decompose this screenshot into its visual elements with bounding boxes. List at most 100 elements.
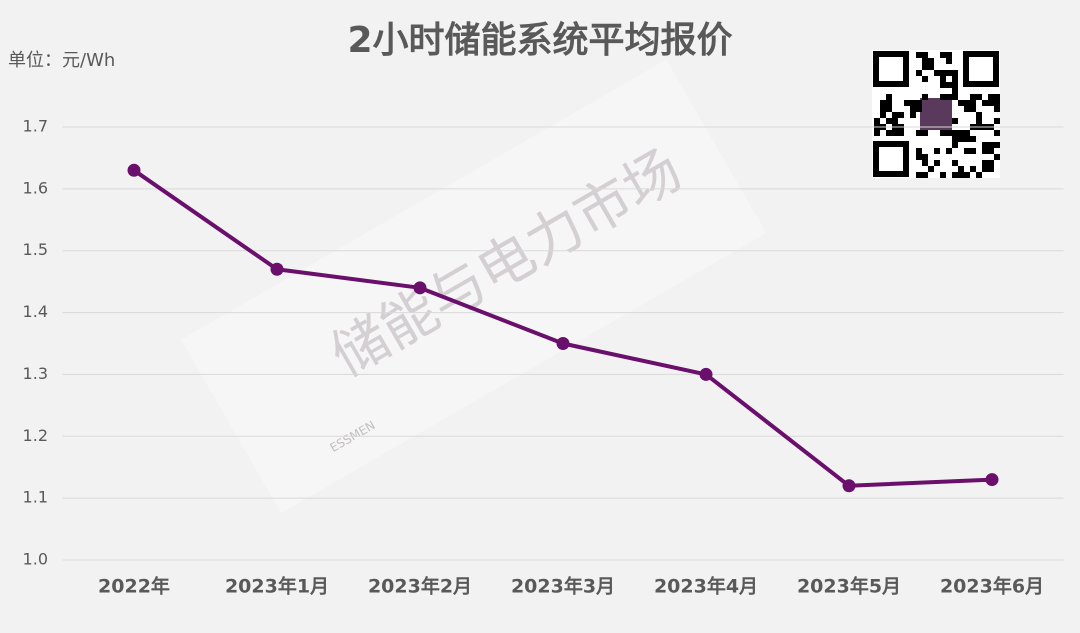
x-tick-label: 2023年5月 <box>797 575 901 598</box>
qr-module <box>988 142 994 148</box>
qr-module <box>994 154 1000 160</box>
qr-module <box>952 76 958 82</box>
qr-module <box>910 106 916 112</box>
qr-module <box>946 130 952 136</box>
qr-module <box>958 166 964 172</box>
qr-module <box>916 100 922 106</box>
qr-module <box>952 118 958 124</box>
qr-module <box>940 82 946 88</box>
qr-module <box>922 76 928 82</box>
qr-module <box>886 130 892 136</box>
qr-module <box>988 166 994 172</box>
qr-module <box>970 100 976 106</box>
qr-module <box>994 106 1000 112</box>
y-axis-label: 单位：元/Wh <box>8 50 115 71</box>
qr-module <box>958 130 964 136</box>
qr-module <box>916 106 922 112</box>
qr-module <box>952 94 958 100</box>
qr-module <box>898 130 904 136</box>
x-tick-label: 2023年4月 <box>654 575 758 598</box>
qr-module <box>988 160 994 166</box>
qr-module <box>994 100 1000 106</box>
qr-module <box>982 100 988 106</box>
qr-module <box>898 112 904 118</box>
qr-module <box>940 52 946 58</box>
qr-module <box>970 166 976 172</box>
data-point <box>413 281 427 295</box>
data-point <box>270 262 284 276</box>
qr-module <box>994 142 1000 148</box>
qr-module <box>970 106 976 112</box>
qr-module <box>952 130 958 136</box>
qr-module <box>886 100 892 106</box>
qr-module <box>874 130 880 136</box>
qr-module <box>976 112 982 118</box>
qr-module <box>934 70 940 76</box>
qr-module <box>952 82 958 88</box>
qr-module <box>982 160 988 166</box>
qr-module <box>964 172 970 178</box>
y-tick-label: 1.7 <box>23 117 48 136</box>
qr-module <box>958 136 964 142</box>
qr-module <box>910 100 916 106</box>
qr-finder <box>873 51 909 87</box>
qr-module <box>928 64 934 70</box>
qr-module <box>982 148 988 154</box>
qr-module <box>964 136 970 142</box>
qr-module <box>886 106 892 112</box>
qr-module <box>946 70 952 76</box>
chart-title: 2小时储能系统平均报价 <box>347 20 732 61</box>
qr-module <box>994 94 1000 100</box>
data-point <box>699 367 713 381</box>
qr-module <box>940 70 946 76</box>
y-tick-label: 1.3 <box>23 364 48 383</box>
qr-module <box>958 172 964 178</box>
qr-module <box>928 58 934 64</box>
qr-module <box>988 148 994 154</box>
watermark-group: 储能与电力市场 ESSMEN <box>181 59 767 513</box>
x-tick-label: 2023年6月 <box>940 575 1044 598</box>
qr-module <box>892 112 898 118</box>
qr-module <box>970 148 976 154</box>
y-tick-label: 1.6 <box>23 178 48 197</box>
y-tick-label: 1.0 <box>23 550 48 569</box>
data-point <box>985 473 999 487</box>
qr-module <box>952 172 958 178</box>
qr-module <box>952 142 958 148</box>
y-tick-label: 1.2 <box>23 426 48 445</box>
qr-module <box>922 130 928 136</box>
qr-module <box>916 148 922 154</box>
qr-module <box>946 52 952 58</box>
qr-module <box>916 70 922 76</box>
qr-module <box>946 94 952 100</box>
qr-module <box>922 160 928 166</box>
qr-module <box>922 58 928 64</box>
qr-module <box>952 160 958 166</box>
qr-module <box>940 94 946 100</box>
qr-module <box>940 172 946 178</box>
qr-module <box>964 106 970 112</box>
qr-module <box>886 94 892 100</box>
data-point <box>127 163 141 177</box>
qr-module <box>886 118 892 124</box>
qr-module <box>952 70 958 76</box>
qr-module <box>880 112 886 118</box>
qr-module <box>916 130 922 136</box>
qr-module <box>916 154 922 160</box>
qr-module <box>970 94 976 100</box>
y-tick-label: 1.4 <box>23 302 48 321</box>
qr-module <box>946 148 952 154</box>
qr-logo <box>920 98 952 130</box>
qr-module <box>964 100 970 106</box>
qr-module <box>904 100 910 106</box>
watermark-backdrop <box>181 59 767 513</box>
y-tick-label: 1.5 <box>23 240 48 259</box>
qr-module <box>958 100 964 106</box>
qr-module <box>964 130 970 136</box>
qr-module <box>952 136 958 142</box>
qr-finder <box>963 51 999 87</box>
qr-module <box>946 82 952 88</box>
qr-module <box>916 52 922 58</box>
x-tick-label: 2023年2月 <box>368 575 472 598</box>
qr-module <box>922 154 928 160</box>
